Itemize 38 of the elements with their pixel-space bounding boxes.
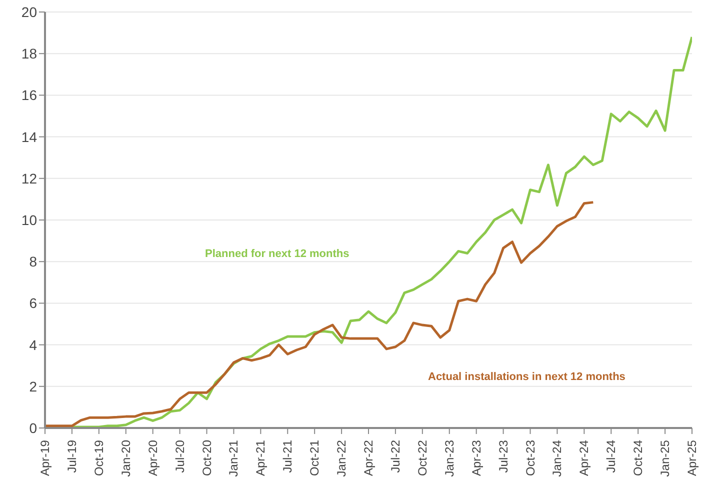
x-tick-label: Oct-22 bbox=[415, 440, 430, 476]
x-tick-label: Oct-24 bbox=[631, 440, 646, 476]
y-tick-label: 8 bbox=[29, 254, 38, 270]
x-tick-label: Jan-22 bbox=[334, 440, 349, 477]
x-tick-label: Jul-20 bbox=[172, 440, 187, 473]
text: Actual installations in next 12 months bbox=[428, 371, 626, 383]
x-tick-label: Jan-20 bbox=[118, 440, 133, 477]
x-tick-label: Jul-24 bbox=[604, 440, 618, 473]
y-tick-label: 6 bbox=[29, 295, 38, 312]
y-tick-label: 10 bbox=[21, 212, 38, 228]
y-tick-label: 0 bbox=[29, 420, 38, 436]
x-tick-label: Jul-21 bbox=[280, 440, 295, 473]
y-tick-label: 16 bbox=[21, 87, 38, 104]
y-tick-label: 14 bbox=[21, 128, 38, 145]
y-tick-label: 18 bbox=[21, 46, 38, 62]
x-tick-label: Oct-23 bbox=[523, 440, 538, 476]
y-tick-label: 12 bbox=[21, 170, 38, 186]
x-tick-label: Apr-22 bbox=[362, 440, 376, 476]
x-tick-label: Apr-25 bbox=[685, 440, 699, 476]
x-tick-label: Jul-23 bbox=[496, 440, 510, 473]
y-tick-label: 2 bbox=[29, 378, 38, 394]
x-tick-label: Jan-21 bbox=[226, 440, 241, 477]
text: Planned for next 12 months bbox=[205, 248, 350, 260]
x-tick-label: Apr-20 bbox=[146, 440, 160, 476]
y-tick-label: 20 bbox=[21, 4, 38, 20]
x-tick-label: Jul-22 bbox=[388, 440, 402, 473]
x-tick-label: Apr-23 bbox=[469, 440, 484, 476]
x-tick-label: Apr-21 bbox=[254, 440, 268, 476]
x-tick-label: Oct-21 bbox=[308, 440, 322, 476]
x-tick-label: Apr-19 bbox=[38, 440, 52, 476]
x-tick-label: Jan-23 bbox=[442, 440, 456, 477]
x-tick-label: Jan-24 bbox=[550, 440, 564, 477]
x-tick-label: Apr-24 bbox=[577, 440, 592, 476]
y-tick-label: 4 bbox=[29, 336, 38, 353]
x-tick-label: Jul-19 bbox=[64, 440, 79, 473]
x-tick-label: Oct-19 bbox=[92, 440, 106, 476]
x-tick-label: Oct-20 bbox=[200, 440, 214, 476]
x-tick-label: Jan-25 bbox=[658, 440, 672, 477]
